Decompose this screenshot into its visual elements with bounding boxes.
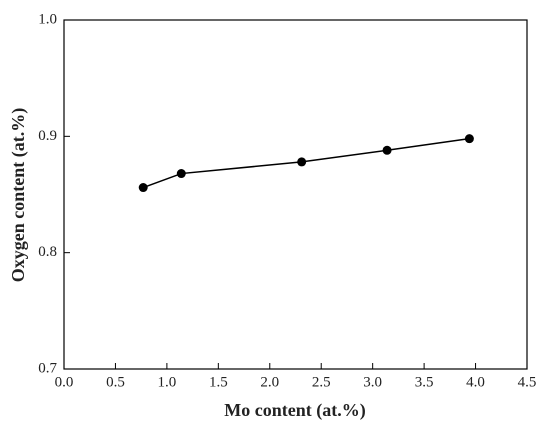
x-tick-label: 3.0 <box>363 374 382 390</box>
point <box>464 134 474 144</box>
x-tick-label: 0.5 <box>106 374 125 390</box>
x-tick-label: 1.0 <box>158 374 177 390</box>
point <box>382 145 392 155</box>
x-tick-label: 3.5 <box>415 374 434 390</box>
x-tick-label: 2.5 <box>312 374 331 390</box>
plot-frame <box>63 19 528 370</box>
x-tick-label: 1.5 <box>209 374 228 390</box>
y-tick-label: 0.9 <box>38 128 57 144</box>
point <box>297 157 307 167</box>
x-tick-label: 0.0 <box>55 374 74 390</box>
point <box>138 183 148 193</box>
series-line <box>142 137 470 189</box>
y-tick-label: 1.0 <box>38 11 57 27</box>
y-tick-label: 0.7 <box>38 360 57 376</box>
x-axis-label: Mo content (at.%) <box>224 400 365 421</box>
y-tick-label: 0.8 <box>38 244 57 260</box>
x-tick-label: 2.0 <box>260 374 279 390</box>
x-tick-label: 4.0 <box>466 374 485 390</box>
point <box>176 169 186 179</box>
y-axis-label: Oxygen content (at.%) <box>8 108 29 282</box>
x-tick-label: 4.5 <box>518 374 537 390</box>
